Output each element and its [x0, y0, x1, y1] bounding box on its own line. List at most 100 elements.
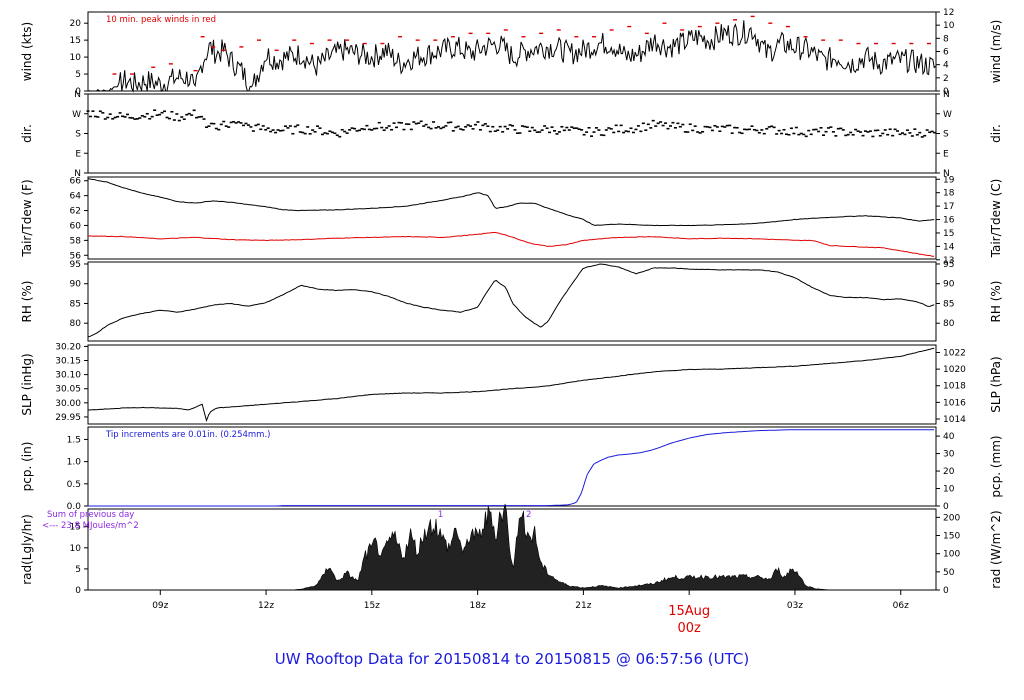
series-RH	[87, 263, 935, 338]
right-tick-label: 10	[943, 21, 955, 31]
right-tick-label: E	[943, 149, 949, 159]
right-tick-label: S	[943, 130, 949, 140]
right-tick-label: 1018	[943, 382, 966, 392]
panel-frame	[87, 176, 937, 260]
right-tick-label: 18	[943, 189, 955, 199]
x-tick-label: 15z	[364, 601, 380, 611]
left-tick-label: 64	[70, 192, 82, 202]
panel-frame	[87, 344, 937, 425]
left-tick-label: 10	[70, 544, 82, 554]
panel-pcp: 0.0 0.5 1.0 1.5 0 10 20 30 40 pcp. (in) pcp. (mm) T…	[20, 426, 1003, 512]
left-tick-label: 1.0	[67, 458, 82, 468]
right-tick-label: 19	[943, 175, 955, 185]
panel-slp: 29.95 30.00 30.05 30.10 30.15 30.20 1014 1016 10…	[20, 342, 1003, 425]
left-axis-title: dir.	[20, 124, 34, 143]
right-tick-label: 0	[943, 586, 949, 596]
right-axis-title: wind (m/s)	[989, 20, 1003, 84]
x-tick-label: 09z	[152, 601, 168, 611]
right-tick-label: 30	[943, 450, 955, 460]
x-tick-label: 03z	[787, 601, 803, 611]
left-tick-label: 10	[70, 53, 82, 63]
right-tick-label: 1022	[943, 348, 966, 358]
left-tick-label: 0	[75, 586, 81, 596]
x-date-label: 15Aug	[668, 604, 710, 619]
left-tick-label: 62	[70, 207, 81, 217]
left-tick-label: 20	[70, 19, 82, 29]
left-tick-label: W	[72, 110, 81, 120]
right-tick-label: 1014	[943, 415, 966, 425]
left-tick-label: S	[75, 130, 81, 140]
right-tick-label: N	[943, 90, 950, 100]
left-tick-label: 95	[70, 260, 81, 270]
left-axis-title: pcp. (in)	[20, 442, 34, 492]
panel-rh: 80 85 90 95 80 85 90 95 RH (%) RH (%)	[20, 260, 1003, 342]
right-tick-label: 1020	[943, 365, 966, 375]
radiation-note: <--- 23.8 MJoules/m^2	[42, 521, 139, 531]
right-tick-label: 150	[943, 532, 960, 542]
series-pcp	[88, 429, 935, 507]
left-tick-label: 29.95	[55, 413, 81, 423]
left-tick-label: 58	[70, 236, 82, 246]
right-tick-label: 80	[943, 319, 955, 329]
right-tick-label: 15	[943, 229, 954, 239]
left-axis-title: SLP (inHg)	[20, 353, 34, 415]
left-tick-label: N	[74, 90, 81, 100]
right-tick-label: 200	[943, 513, 960, 523]
right-axis-title: SLP (hPa)	[989, 356, 1003, 412]
right-tick-label: 13	[943, 256, 954, 266]
left-tick-label: 30.15	[55, 357, 81, 367]
left-tick-label: 80	[70, 319, 82, 329]
panel-frame	[87, 93, 937, 174]
right-tick-label: 2	[943, 74, 949, 84]
right-tick-label: 0	[943, 87, 949, 97]
footer-title: UW Rooftop Data for 20150814 to 20150815…	[274, 650, 750, 668]
radiation-note: Sum of previous day	[47, 510, 134, 520]
radiation-marker: 1	[438, 510, 443, 520]
x-date-time-label: 00z	[677, 621, 701, 636]
x-tick-label: 21z	[575, 601, 591, 611]
left-axis-title: rad(Lgly/hr)	[20, 514, 34, 585]
left-tick-label: 5	[75, 70, 81, 80]
panel-note: Tip increments are 0.01in. (0.254mm.)	[105, 430, 270, 440]
left-axis-title: RH (%)	[20, 281, 34, 323]
series-radiation	[290, 503, 831, 591]
right-tick-label: W	[943, 110, 952, 120]
panel-note: 10 min. peak winds in red	[106, 15, 216, 25]
left-tick-label: 0.0	[67, 502, 82, 512]
right-axis-title: rad (W/m^2)	[989, 510, 1003, 588]
left-tick-label: 56	[70, 251, 82, 261]
panel-temp: 56 58 60 62 64 66 13 14 15 16 17 18 19 Tair/Tdew (F) T…	[20, 175, 1003, 266]
left-tick-label: 30.00	[55, 399, 81, 409]
right-tick-label: 90	[943, 280, 955, 290]
right-tick-label: 50	[943, 568, 955, 578]
left-tick-label: 0	[75, 87, 81, 97]
right-tick-label: 12	[943, 8, 954, 18]
left-tick-label: E	[75, 149, 81, 159]
panel-wind: 0 5 10 15 20 0 2 4 6 8 10 12 wind (kts) wind (m/s) 10 …	[20, 8, 1003, 97]
right-tick-label: 16	[943, 216, 955, 226]
right-axis-title: RH (%)	[989, 281, 1003, 323]
left-tick-label: 15	[70, 36, 81, 46]
right-tick-label: 4	[943, 61, 949, 71]
left-tick-label: 1.5	[67, 435, 81, 445]
right-tick-label: 14	[943, 242, 955, 252]
left-tick-label: 15	[70, 523, 81, 533]
right-axis-title: dir.	[989, 124, 1003, 143]
series-Tair	[87, 178, 935, 227]
left-axis-title: Tair/Tdew (F)	[20, 179, 34, 257]
left-tick-label: 90	[70, 280, 82, 290]
right-tick-label: 100	[943, 550, 960, 560]
right-tick-label: 40	[943, 432, 955, 442]
right-tick-label: 10	[943, 485, 955, 495]
left-tick-label: 30.05	[55, 385, 81, 395]
left-tick-label: 0.5	[67, 480, 81, 490]
x-tick-label: 12z	[258, 601, 274, 611]
x-tick-label: 06z	[893, 601, 909, 611]
panel-frame	[87, 261, 937, 342]
right-axis-title: pcp. (mm)	[989, 435, 1003, 497]
left-tick-label: 85	[70, 299, 81, 309]
left-tick-label: 66	[70, 177, 82, 187]
radiation-marker: 2	[526, 510, 531, 520]
